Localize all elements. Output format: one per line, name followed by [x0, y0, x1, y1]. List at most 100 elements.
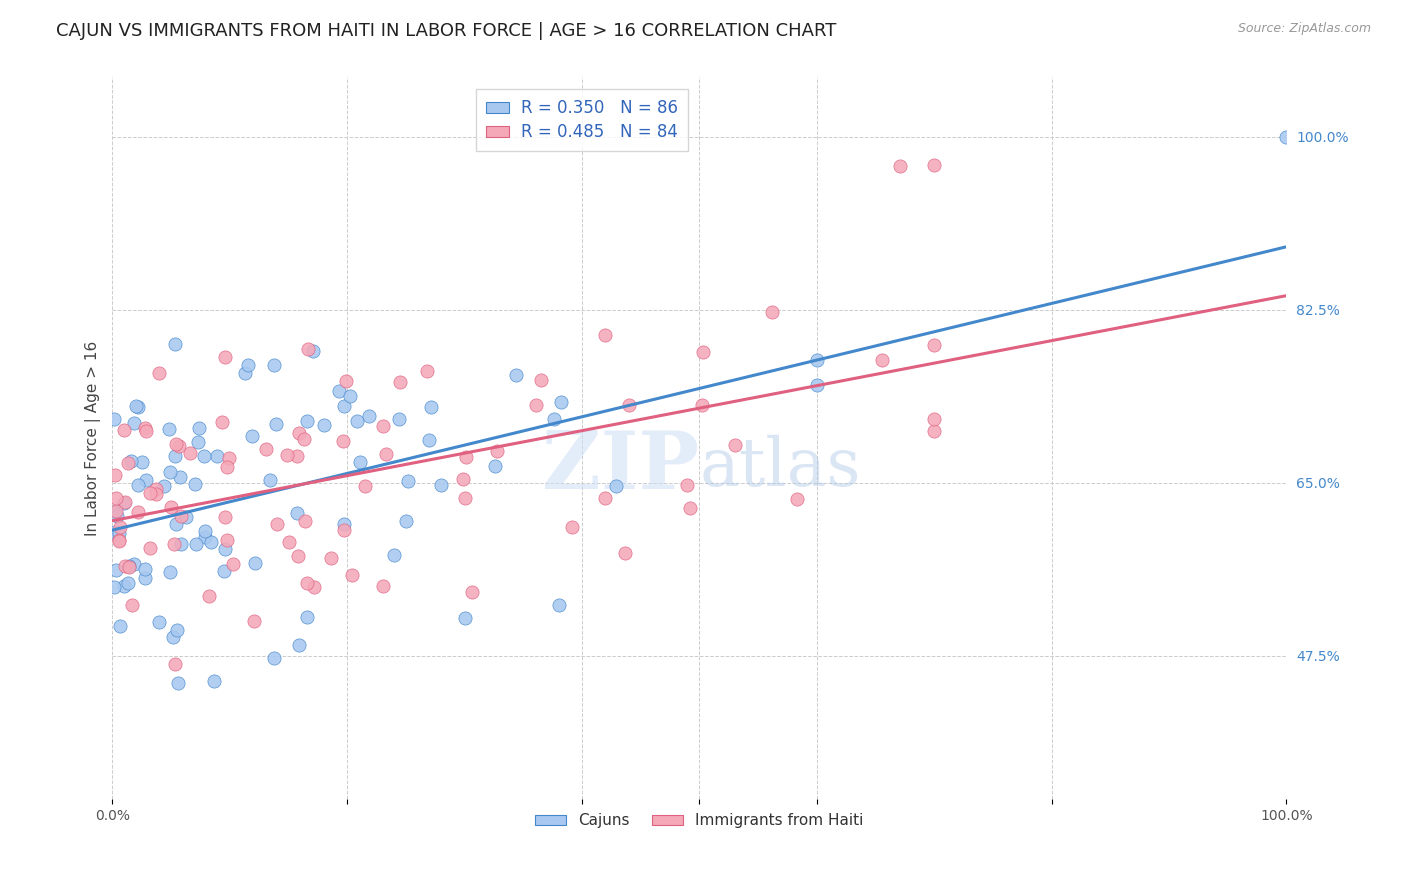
- Point: [243, 556, 266, 570]
- Point: [371, 579, 394, 593]
- Point: [339, 388, 361, 402]
- Point: [105, 509, 128, 524]
- Point: [200, 534, 222, 549]
- Point: [375, 447, 398, 461]
- Point: [460, 584, 482, 599]
- Text: ZIP: ZIP: [543, 428, 699, 506]
- Point: [162, 631, 184, 645]
- Point: [233, 366, 256, 380]
- Point: [922, 412, 945, 426]
- Point: [295, 576, 318, 591]
- Point: [218, 450, 240, 465]
- Point: [112, 423, 135, 437]
- Point: [679, 501, 702, 516]
- Point: [134, 420, 156, 434]
- Point: [332, 434, 354, 448]
- Point: [524, 398, 547, 412]
- Point: [692, 345, 714, 359]
- Point: [617, 399, 640, 413]
- Point: [134, 571, 156, 585]
- Point: [179, 446, 201, 460]
- Point: [114, 495, 136, 509]
- Point: [806, 377, 828, 392]
- Point: [159, 566, 181, 580]
- Point: [148, 366, 170, 380]
- Point: [162, 537, 184, 551]
- Point: [922, 158, 945, 172]
- Point: [105, 491, 128, 505]
- Point: [105, 504, 128, 518]
- Point: [278, 535, 301, 549]
- Point: [193, 449, 215, 463]
- Point: [371, 419, 394, 434]
- Point: [170, 508, 193, 523]
- Point: [211, 415, 233, 429]
- Point: [287, 549, 309, 563]
- Point: [595, 491, 617, 505]
- Point: [127, 400, 149, 414]
- Point: [148, 615, 170, 629]
- Point: [548, 598, 571, 612]
- Point: [354, 479, 377, 493]
- Point: [456, 450, 478, 464]
- Point: [120, 454, 142, 468]
- Point: [112, 579, 135, 593]
- Point: [595, 327, 617, 342]
- Point: [889, 159, 911, 173]
- Point: [484, 458, 506, 473]
- Y-axis label: In Labor Force | Age > 16: In Labor Force | Age > 16: [86, 341, 101, 536]
- Point: [104, 468, 127, 483]
- Point: [243, 614, 266, 628]
- Point: [174, 510, 197, 524]
- Point: [605, 478, 627, 492]
- Point: [117, 576, 139, 591]
- Point: [159, 465, 181, 479]
- Point: [153, 479, 176, 493]
- Point: [806, 353, 828, 368]
- Point: [127, 505, 149, 519]
- Point: [108, 533, 131, 548]
- Point: [122, 558, 145, 572]
- Point: [690, 398, 713, 412]
- Point: [103, 505, 125, 519]
- Point: [108, 619, 131, 633]
- Point: [112, 496, 135, 510]
- Point: [486, 444, 509, 458]
- Point: [165, 437, 187, 451]
- Point: [160, 500, 183, 515]
- Point: [429, 478, 451, 492]
- Point: [157, 422, 180, 436]
- Point: [117, 456, 139, 470]
- Point: [505, 368, 527, 382]
- Point: [295, 609, 318, 624]
- Point: [613, 546, 636, 560]
- Point: [319, 551, 342, 566]
- Point: [454, 611, 477, 625]
- Point: [165, 337, 187, 351]
- Point: [314, 417, 336, 432]
- Point: [127, 478, 149, 492]
- Point: [165, 449, 187, 463]
- Point: [103, 411, 125, 425]
- Point: [214, 510, 236, 524]
- Point: [302, 580, 325, 594]
- Point: [264, 417, 287, 431]
- Point: [197, 589, 219, 603]
- Point: [184, 477, 207, 491]
- Point: [238, 359, 260, 373]
- Point: [530, 374, 553, 388]
- Point: [188, 421, 211, 435]
- Point: [451, 472, 474, 486]
- Point: [419, 400, 441, 414]
- Text: Source: ZipAtlas.com: Source: ZipAtlas.com: [1237, 22, 1371, 36]
- Point: [285, 449, 308, 463]
- Point: [169, 470, 191, 484]
- Point: [266, 517, 288, 532]
- Point: [357, 409, 380, 423]
- Point: [167, 439, 190, 453]
- Point: [217, 533, 239, 548]
- Point: [297, 342, 319, 356]
- Point: [292, 432, 315, 446]
- Point: [212, 565, 235, 579]
- Text: CAJUN VS IMMIGRANTS FROM HAITI IN LABOR FORCE | AGE > 16 CORRELATION CHART: CAJUN VS IMMIGRANTS FROM HAITI IN LABOR …: [56, 22, 837, 40]
